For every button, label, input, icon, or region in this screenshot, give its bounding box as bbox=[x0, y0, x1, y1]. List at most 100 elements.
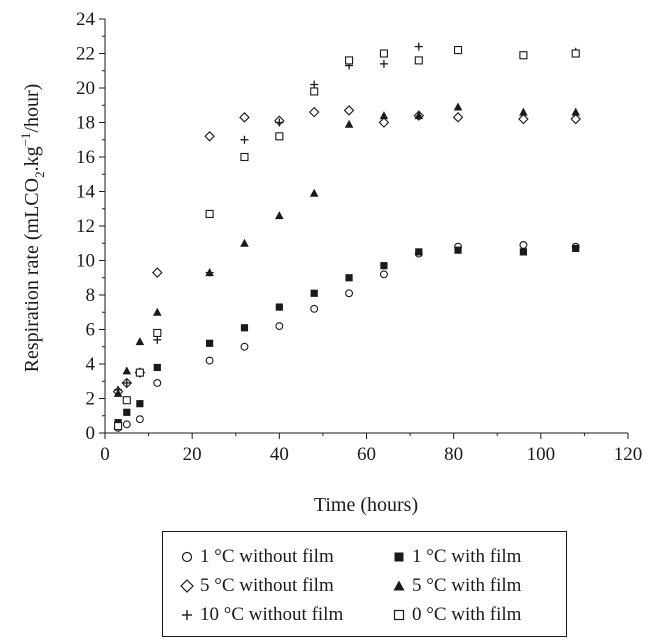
square-filled-icon bbox=[389, 546, 409, 568]
data-point bbox=[379, 111, 389, 120]
data-point bbox=[343, 105, 355, 116]
data-point bbox=[571, 49, 580, 58]
data-point bbox=[519, 107, 528, 116]
y-tick-label: 18 bbox=[76, 113, 95, 134]
data-point bbox=[275, 322, 284, 330]
data-point bbox=[310, 289, 318, 297]
legend-label: 10 °C without film bbox=[200, 603, 344, 625]
legend-item: 5 °C with film bbox=[389, 574, 521, 597]
legend-label: 0 °C with film bbox=[412, 603, 522, 625]
legend-label: 5 °C without film bbox=[200, 574, 334, 596]
data-point bbox=[570, 113, 581, 125]
data-point bbox=[344, 119, 354, 128]
legend-item: 1 °C with film bbox=[389, 545, 521, 568]
y-tick-label: 16 bbox=[76, 147, 95, 168]
data-point bbox=[240, 152, 249, 162]
data-point bbox=[240, 324, 249, 332]
data-point bbox=[153, 379, 162, 387]
data-point bbox=[345, 289, 354, 298]
axes bbox=[104, 19, 628, 434]
data-point bbox=[519, 241, 528, 249]
data-point bbox=[415, 248, 423, 256]
data-point bbox=[378, 117, 390, 128]
y-tick-label: 12 bbox=[76, 216, 95, 237]
x-tick-label: 20 bbox=[183, 444, 202, 465]
data-point bbox=[206, 339, 214, 347]
y-tick-label: 2 bbox=[86, 389, 96, 410]
data-point bbox=[122, 420, 131, 429]
legend-label: 5 °C with film bbox=[412, 574, 522, 596]
circle-open-icon bbox=[177, 546, 197, 568]
x-tick-label: 0 bbox=[100, 444, 110, 465]
data-point bbox=[308, 106, 320, 118]
data-point bbox=[454, 246, 462, 254]
legend-item: 1 °C without film bbox=[177, 545, 334, 568]
x-tick-label: 40 bbox=[270, 444, 289, 465]
data-point bbox=[345, 56, 354, 65]
data-point bbox=[204, 131, 215, 142]
data-point bbox=[453, 45, 463, 55]
y-tick-label: 8 bbox=[86, 285, 96, 306]
data-point bbox=[136, 400, 144, 408]
data-point bbox=[310, 87, 319, 96]
data-point bbox=[414, 111, 424, 120]
data-point bbox=[122, 378, 131, 387]
data-point bbox=[123, 408, 131, 416]
data-point bbox=[153, 335, 162, 344]
triangle-filled-icon bbox=[389, 575, 409, 597]
data-point bbox=[114, 422, 123, 431]
legend-item: 10 °C without film bbox=[177, 603, 343, 626]
data-point bbox=[275, 118, 284, 127]
square-open-icon bbox=[389, 604, 409, 626]
data-point bbox=[152, 267, 163, 278]
data-point bbox=[239, 112, 250, 123]
y-tick-label: 10 bbox=[76, 251, 95, 272]
y-tick-label: 20 bbox=[76, 78, 95, 99]
data-points bbox=[112, 42, 581, 432]
data-point bbox=[114, 385, 123, 394]
data-point bbox=[240, 135, 249, 144]
data-point bbox=[571, 107, 580, 116]
y-tick-label: 0 bbox=[86, 423, 96, 444]
data-point bbox=[380, 262, 388, 270]
data-point bbox=[135, 337, 145, 346]
data-point bbox=[379, 59, 388, 68]
legend-item: 0 °C with film bbox=[389, 603, 521, 626]
legend-label: 1 °C with film bbox=[412, 545, 522, 567]
data-point bbox=[310, 80, 319, 89]
x-tick-label: 100 bbox=[527, 444, 556, 465]
data-point bbox=[414, 42, 423, 51]
legend-item: 5 °C without film bbox=[177, 574, 334, 597]
data-point bbox=[122, 396, 131, 405]
y-tick-label: 6 bbox=[86, 320, 96, 341]
data-point bbox=[519, 51, 528, 60]
data-point bbox=[309, 188, 319, 197]
x-tick-label: 120 bbox=[614, 444, 643, 465]
x-axis-label: Time (hours) bbox=[314, 494, 418, 516]
data-point bbox=[205, 209, 214, 218]
plus-icon bbox=[177, 604, 197, 626]
legend-label: 1 °C without film bbox=[200, 545, 334, 567]
data-point bbox=[414, 56, 423, 65]
data-point bbox=[275, 211, 284, 220]
y-tick-label: 22 bbox=[76, 44, 95, 65]
data-point bbox=[518, 113, 529, 125]
data-point bbox=[379, 270, 388, 279]
x-tick-label: 80 bbox=[444, 444, 463, 465]
data-point bbox=[135, 415, 144, 424]
data-point bbox=[122, 366, 132, 375]
data-point bbox=[240, 342, 249, 351]
data-point bbox=[310, 304, 319, 313]
data-point bbox=[205, 268, 214, 277]
data-point bbox=[153, 363, 161, 372]
data-point bbox=[153, 328, 162, 338]
data-point bbox=[572, 244, 580, 253]
data-point bbox=[153, 307, 162, 316]
data-point bbox=[452, 112, 464, 123]
x-tick-label: 60 bbox=[357, 444, 376, 465]
data-point bbox=[453, 102, 463, 111]
y-tick-label: 24 bbox=[76, 9, 96, 30]
y-tick-label: 14 bbox=[76, 182, 96, 203]
